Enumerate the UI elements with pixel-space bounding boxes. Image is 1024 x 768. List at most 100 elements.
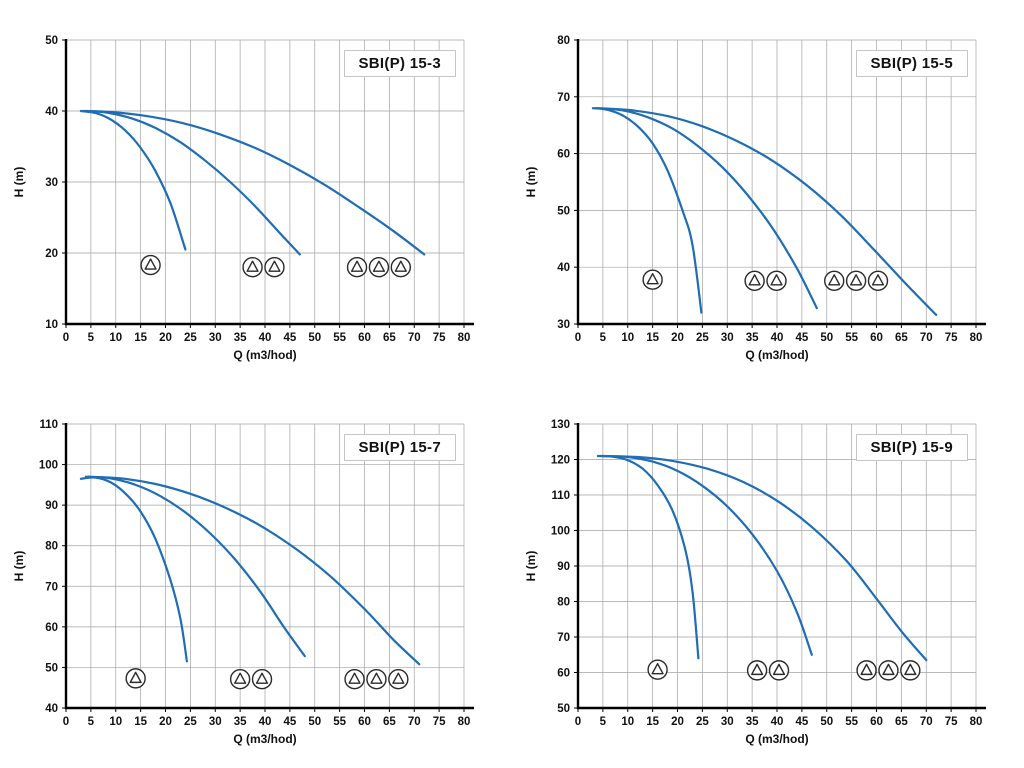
- pump-icon: [229, 668, 251, 690]
- x-tick-label: 75: [433, 716, 446, 728]
- y-tick-label: 60: [557, 149, 570, 161]
- y-tick-label: 50: [557, 703, 570, 715]
- chart-panel-sbip-15-9: 0 5 10 15 20 25 30 35 40 45 50 55 60 65 70 75 80 50 60 70 80…: [512, 384, 1024, 768]
- x-tick-label: 25: [696, 332, 709, 344]
- x-tick-label: 20: [671, 332, 684, 344]
- x-tick-label: 55: [333, 716, 346, 728]
- x-tick-label: 60: [358, 332, 371, 344]
- y-tick-label: 40: [45, 703, 58, 715]
- x-tick-label: 60: [870, 716, 883, 728]
- pump-curve-1-pump: [79, 109, 187, 251]
- pump-icon: [368, 257, 390, 278]
- y-tick-label: 130: [551, 419, 570, 431]
- pump-icon: [390, 257, 412, 278]
- y-tick-label: 70: [557, 632, 570, 644]
- y-axis-label: H (m): [12, 550, 26, 582]
- chart-title: SBI(P) 15-3: [343, 50, 456, 77]
- pump-icon: [856, 660, 877, 681]
- x-tick-label: 45: [795, 332, 808, 344]
- y-tick-label: 70: [557, 92, 570, 104]
- pump-icon: [366, 668, 387, 690]
- y-axis-label: H (m): [12, 166, 26, 198]
- x-tick-label: 45: [795, 716, 808, 728]
- x-tick-label: 25: [184, 716, 197, 728]
- pump-curve-1-pump: [596, 454, 700, 660]
- x-tick-label: 0: [63, 716, 69, 728]
- pump-curve-3-pumps: [87, 475, 421, 666]
- pump-icon: [647, 659, 668, 680]
- y-tick-label: 90: [557, 561, 570, 573]
- y-tick-label: 10: [45, 319, 58, 331]
- x-tick-label: 10: [621, 716, 634, 728]
- chart-title: SBI(P) 15-9: [855, 434, 968, 461]
- pump-curve-1-pump: [591, 107, 703, 314]
- x-tick-label: 20: [159, 716, 172, 728]
- pump-icon: [242, 257, 263, 278]
- pump-curve-chart-sbip-15-3: 0 5 10 15 20 25 30 35 40 45 50 55 60 65 70 75 80 10 20 30 40…: [45, 35, 474, 344]
- pump-curve-3-pumps: [84, 109, 426, 256]
- y-axis-label: H (m): [524, 166, 538, 198]
- x-tick-label: 75: [945, 716, 958, 728]
- x-tick-label: 80: [458, 716, 471, 728]
- x-tick-label: 30: [209, 332, 222, 344]
- y-tick-label: 30: [45, 177, 58, 189]
- pump-icon: [766, 270, 787, 292]
- pump-icon: [878, 660, 899, 681]
- x-tick-label: 50: [308, 716, 321, 728]
- x-tick-label: 45: [283, 716, 296, 728]
- y-tick-label: 50: [45, 35, 58, 47]
- y-tick-label: 20: [45, 248, 58, 260]
- x-tick-label: 55: [845, 716, 858, 728]
- x-tick-label: 35: [234, 332, 247, 344]
- y-tick-label: 80: [557, 597, 570, 609]
- y-tick-label: 110: [39, 419, 58, 431]
- y-tick-label: 100: [39, 460, 58, 472]
- pump-icon: [140, 254, 161, 276]
- x-tick-label: 35: [746, 332, 759, 344]
- y-tick-label: 60: [45, 622, 58, 634]
- pump-curve-2-pumps: [82, 109, 301, 256]
- chart-title: SBI(P) 15-5: [855, 50, 968, 77]
- pump-curve-2-pumps: [599, 454, 813, 656]
- x-tick-label: 80: [970, 716, 983, 728]
- x-tick-label: 40: [259, 716, 272, 728]
- y-tick-label: 80: [45, 541, 58, 553]
- chart-title: SBI(P) 15-7: [343, 434, 456, 461]
- x-tick-label: 0: [63, 332, 69, 344]
- x-tick-label: 15: [646, 332, 659, 344]
- y-tick-label: 50: [45, 662, 58, 674]
- y-tick-label: 120: [551, 455, 570, 467]
- x-tick-label: 5: [600, 332, 607, 344]
- x-tick-label: 30: [721, 716, 734, 728]
- pump-curve-3-pumps: [601, 454, 928, 662]
- pump-icon: [251, 668, 273, 690]
- x-tick-label: 30: [209, 716, 222, 728]
- x-tick-label: 15: [646, 716, 659, 728]
- x-tick-label: 25: [184, 332, 197, 344]
- y-tick-label: 60: [557, 668, 570, 680]
- x-tick-label: 40: [771, 716, 784, 728]
- x-tick-label: 5: [88, 716, 95, 728]
- x-axis-label: Q (m3/hod): [233, 732, 297, 746]
- x-tick-label: 65: [895, 716, 908, 728]
- x-tick-label: 0: [575, 716, 581, 728]
- y-tick-label: 110: [551, 490, 570, 502]
- y-tick-label: 30: [557, 319, 570, 331]
- pump-icon: [867, 270, 889, 292]
- pump-icon: [845, 270, 867, 292]
- x-axis-label: Q (m3/hod): [233, 348, 297, 362]
- pump-icon: [388, 668, 409, 690]
- pump-icon: [824, 270, 845, 292]
- x-tick-label: 80: [458, 332, 471, 344]
- x-tick-label: 50: [820, 332, 833, 344]
- y-tick-label: 70: [45, 581, 58, 593]
- pump-icon: [768, 660, 790, 681]
- y-tick-label: 40: [45, 106, 58, 118]
- pump-icon: [642, 269, 663, 290]
- pump-icon: [346, 257, 368, 278]
- pump-icon: [746, 660, 768, 681]
- x-tick-label: 35: [746, 716, 759, 728]
- pump-curve-2-pumps: [84, 475, 306, 658]
- x-tick-label: 70: [408, 332, 421, 344]
